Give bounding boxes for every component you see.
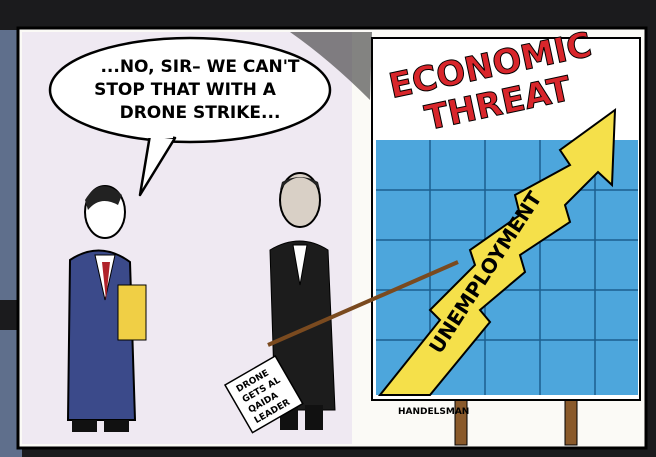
- speech-line: ...NO, SIR– WE CAN'T: [100, 57, 299, 77]
- speech-line: DRONE STRIKE...: [120, 103, 281, 123]
- hatching: [290, 32, 372, 100]
- signature: HANDELSMAN: [398, 407, 469, 417]
- newspaper: DRONE GETS AL QAIDA LEADER: [223, 354, 304, 434]
- easel-leg: [454, 394, 468, 446]
- president-figure: [269, 172, 336, 430]
- tail-join: [145, 128, 173, 138]
- speech-line: STOP THAT WITH A: [94, 80, 277, 100]
- speech-bubble: [48, 36, 332, 144]
- pointer-stick: [267, 260, 459, 347]
- rising-arrow: [377, 107, 617, 396]
- advisor-figure: [66, 185, 147, 432]
- easel-leg: [564, 394, 578, 446]
